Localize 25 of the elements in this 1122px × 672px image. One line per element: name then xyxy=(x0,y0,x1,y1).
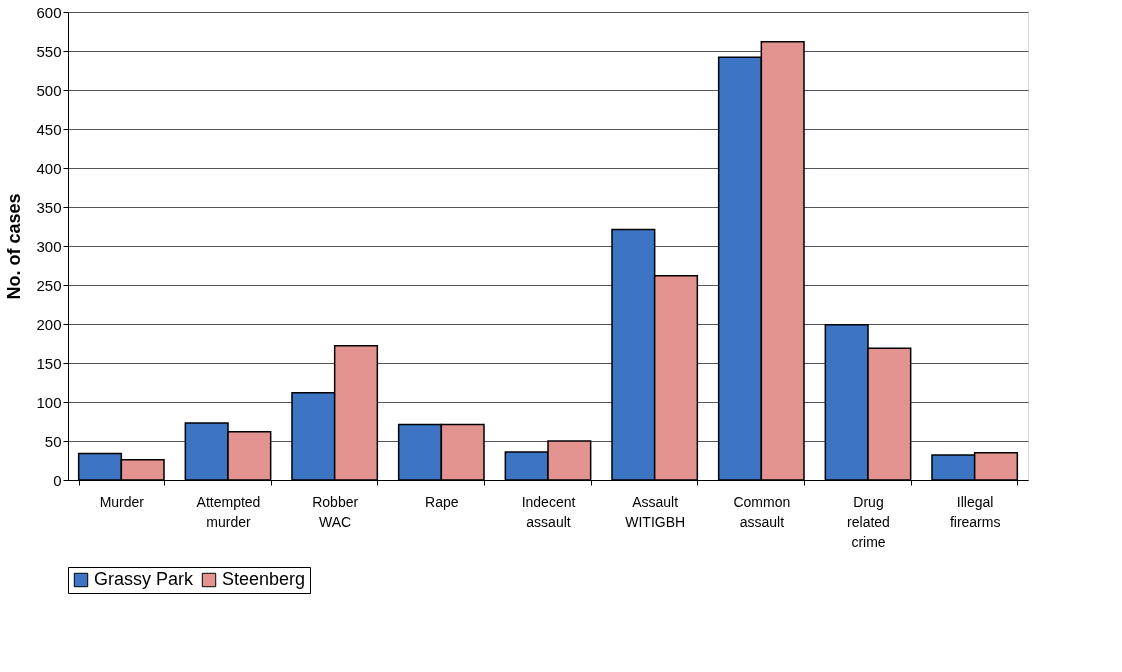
y-tick-label: 300 xyxy=(36,237,62,255)
y-tick-label: 200 xyxy=(36,315,62,333)
y-tick-label: 400 xyxy=(36,159,62,177)
x-tick-label: Assault WITIGBH xyxy=(625,493,686,530)
x-tick-label: Murder xyxy=(99,493,145,510)
x-tick-label: Indecent assault xyxy=(521,493,576,530)
y-tick-label: 50 xyxy=(44,432,62,450)
legend-label: Steenberg xyxy=(222,569,306,589)
y-tick-label: 100 xyxy=(36,393,62,411)
y-tick-label: 250 xyxy=(36,276,62,294)
x-tick-label: Robber WAC xyxy=(312,493,359,530)
x-tick-label: Attempted murder xyxy=(196,493,261,530)
x-tick-label: Drug related crime xyxy=(847,493,890,550)
y-tick-label: 500 xyxy=(36,81,62,99)
x-tick-label: Rape xyxy=(425,493,459,510)
y-tick-label: 450 xyxy=(36,120,62,138)
y-tick-label: 0 xyxy=(53,471,62,489)
y-axis-title: No. of cases xyxy=(4,193,25,300)
legend-label: Grassy Park xyxy=(94,569,195,589)
x-tick-label: Illegal firearms xyxy=(949,493,1001,530)
x-tick-label: Common assault xyxy=(733,493,791,530)
y-tick-label: 550 xyxy=(36,42,62,60)
y-tick-label: 600 xyxy=(36,3,62,21)
y-tick-label: 150 xyxy=(36,354,62,372)
y-tick-label: 350 xyxy=(36,198,62,216)
